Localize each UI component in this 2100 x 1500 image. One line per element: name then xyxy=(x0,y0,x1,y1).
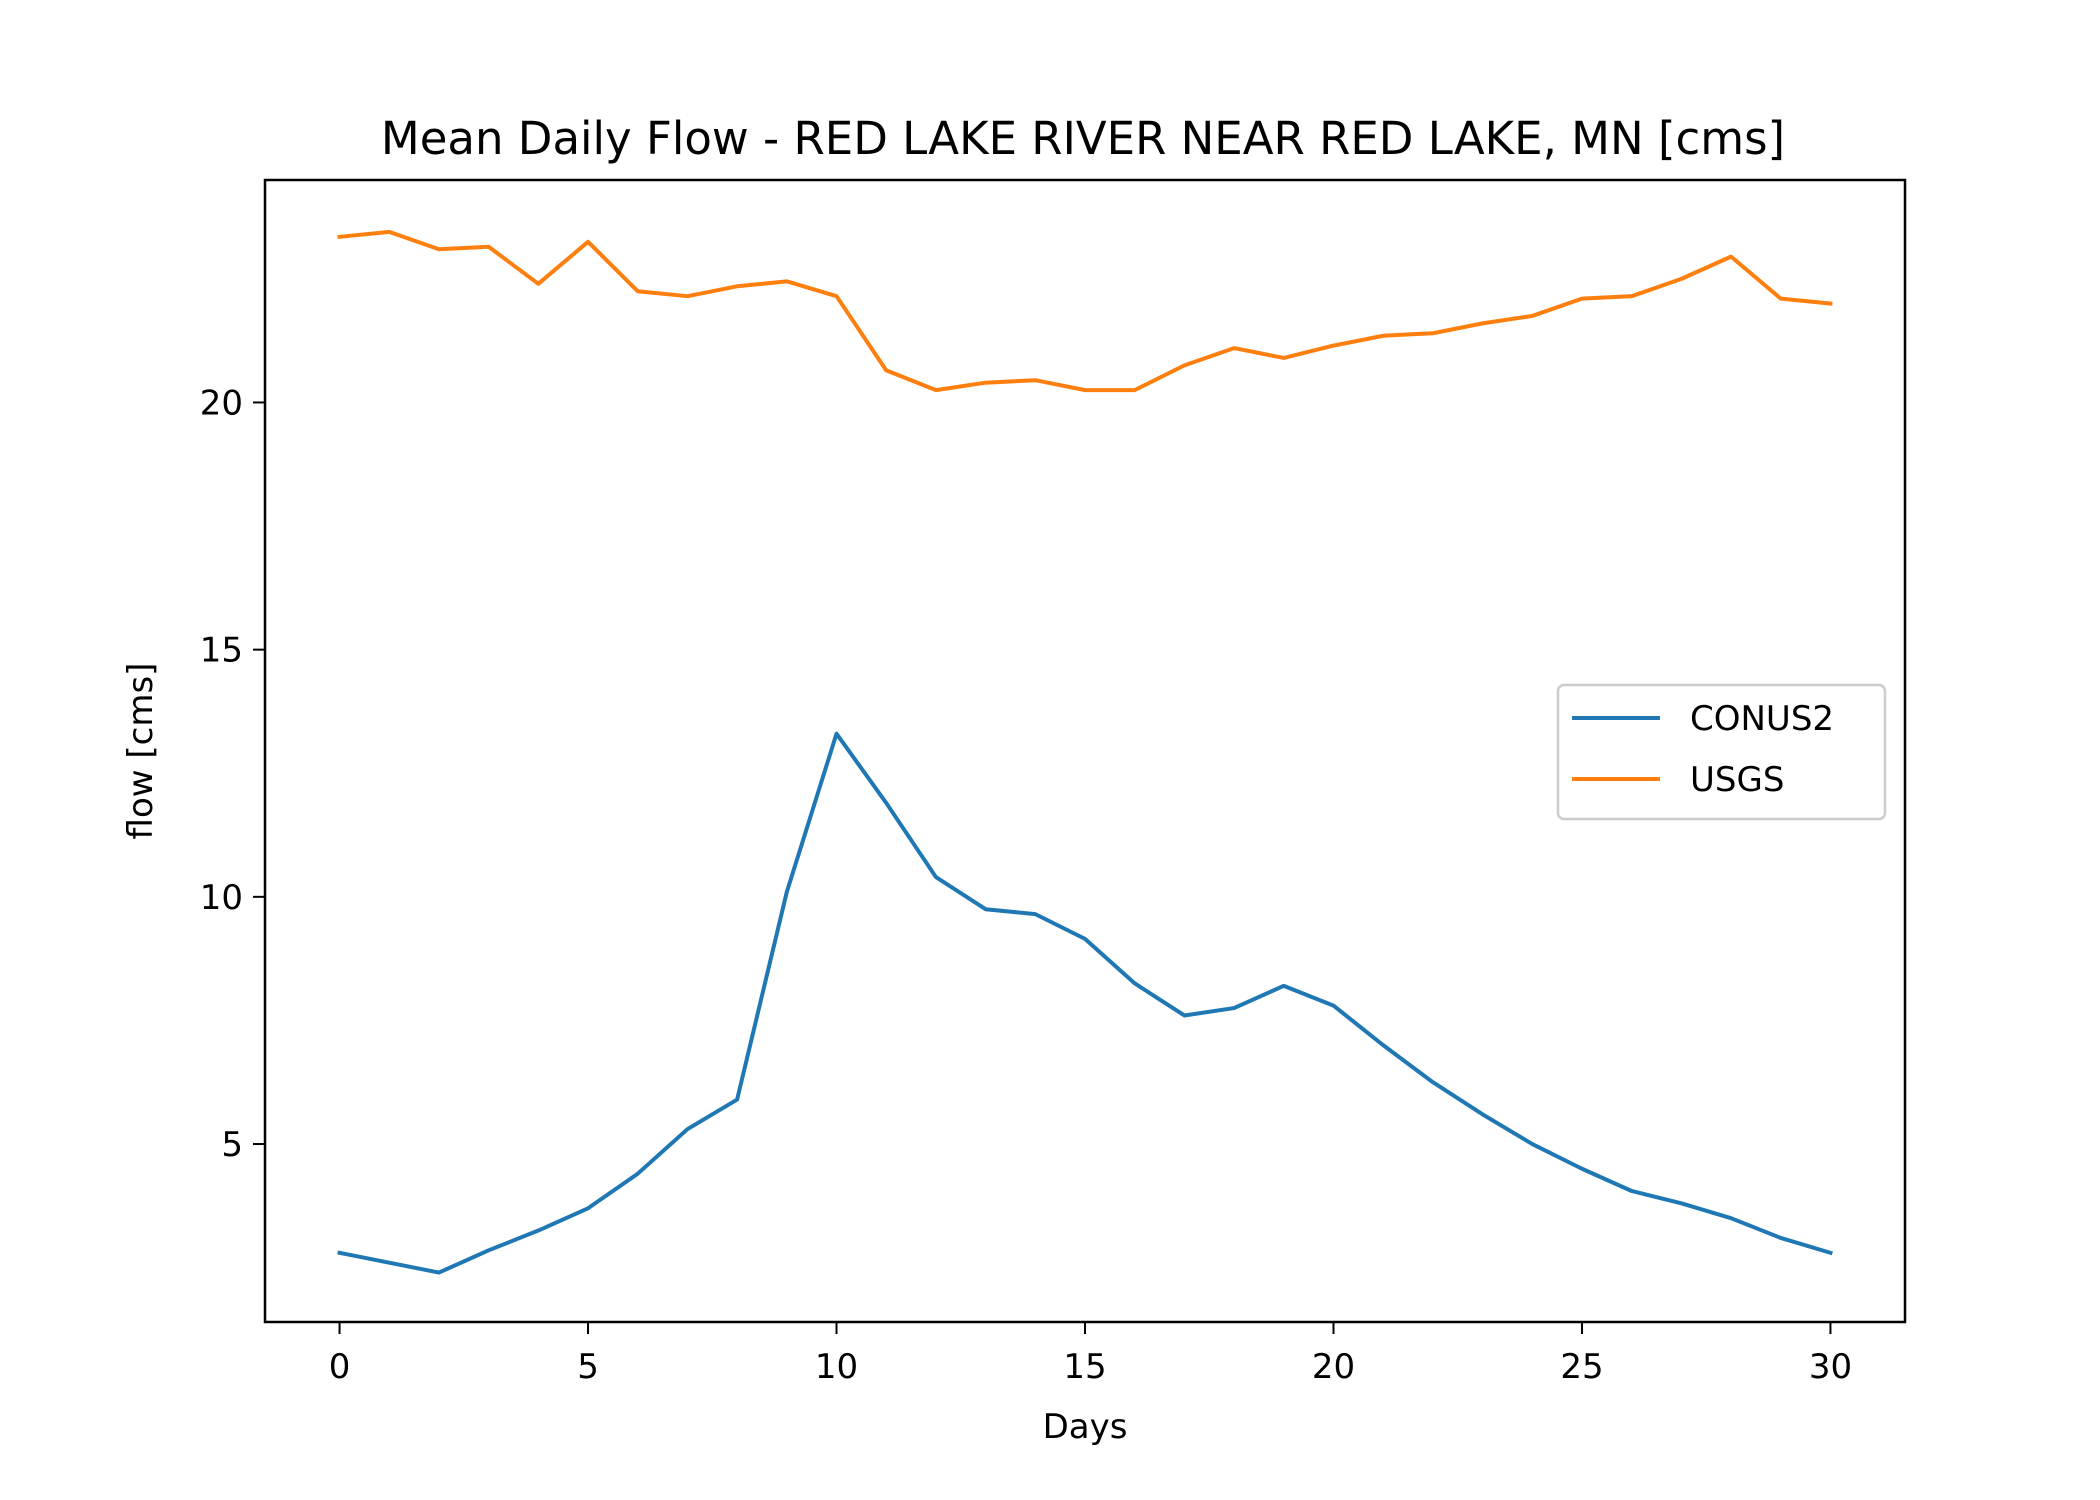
x-tick-label: 30 xyxy=(1809,1347,1852,1387)
y-tick-label: 10 xyxy=(200,878,243,918)
y-tick-label: 20 xyxy=(200,383,243,423)
y-tick-label: 15 xyxy=(200,631,243,671)
x-tick-label: 25 xyxy=(1560,1347,1603,1387)
legend-label-usgs: USGS xyxy=(1690,760,1784,800)
x-tick-label: 0 xyxy=(329,1347,351,1387)
legend-label-conus2: CONUS2 xyxy=(1690,699,1834,739)
plot-area xyxy=(337,229,1833,1275)
x-tick-label: 5 xyxy=(577,1347,599,1387)
axes: 0 5 10 15 20 25 30 5 10 15 20 xyxy=(200,383,1852,1387)
y-axis-label: flow [cms] xyxy=(121,663,161,840)
y-tick-label: 5 xyxy=(221,1125,243,1165)
legend: CONUS2 USGS xyxy=(1556,683,1887,821)
series-line-usgs xyxy=(337,229,1833,393)
x-tick-label: 15 xyxy=(1063,1347,1106,1387)
x-tick-label: 10 xyxy=(815,1347,858,1387)
series-line-conus2 xyxy=(337,731,1833,1275)
x-axis-label: Days xyxy=(1043,1407,1128,1447)
chart-title: Mean Daily Flow - RED LAKE RIVER NEAR RE… xyxy=(381,112,1785,165)
x-tick-label: 20 xyxy=(1312,1347,1355,1387)
